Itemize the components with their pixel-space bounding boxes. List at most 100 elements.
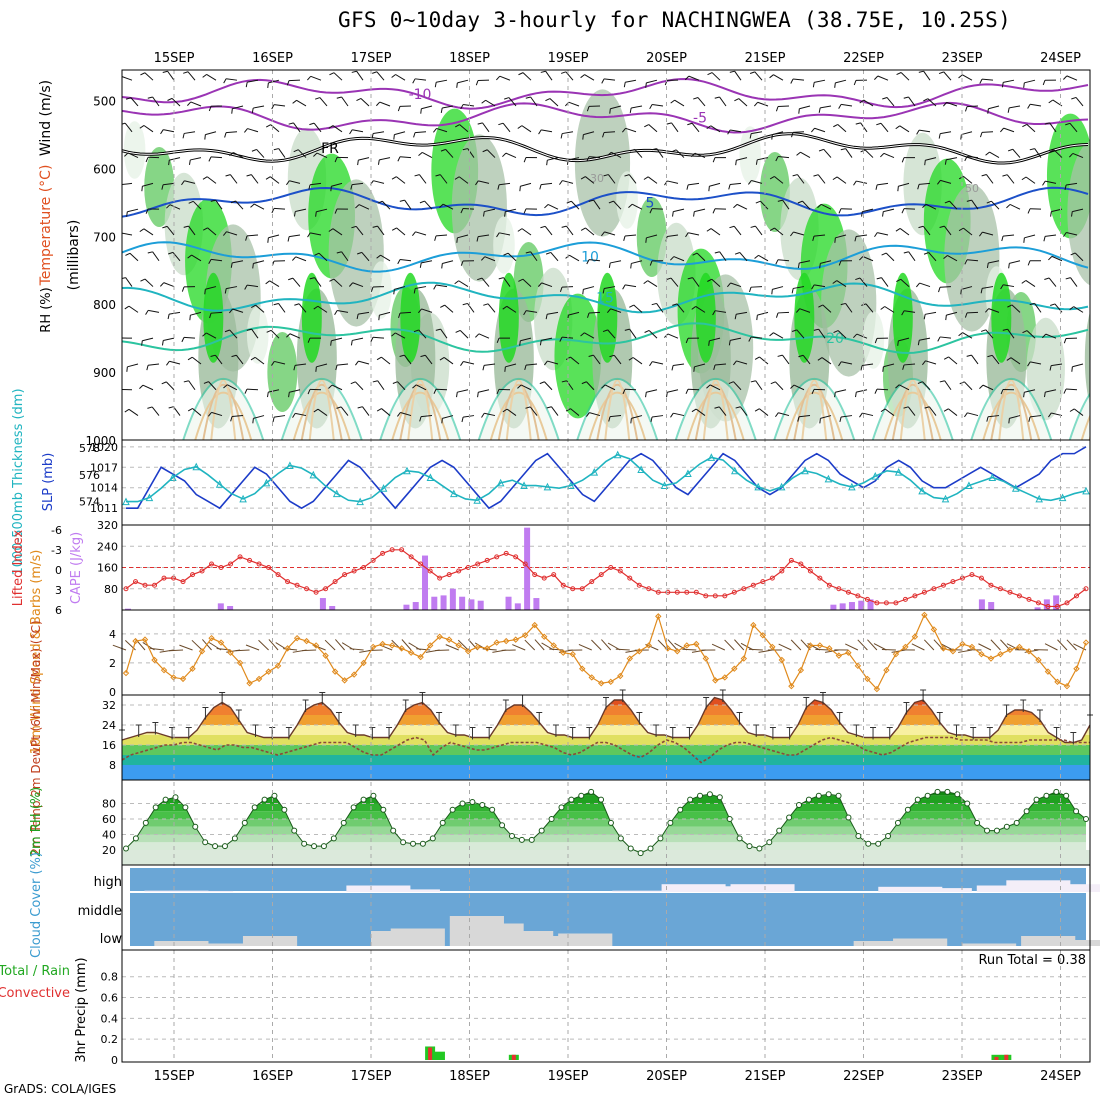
wind-barb [1012, 148, 1021, 158]
wind-barb-flag [356, 97, 362, 102]
wind-barb-flag [923, 314, 926, 320]
rh-marker [627, 845, 634, 852]
wind-barb [1075, 97, 1084, 107]
wind-barb [961, 131, 973, 136]
cape-bar [978, 599, 985, 610]
rh-marker [469, 798, 476, 805]
surface-wind-barb [245, 644, 260, 651]
wind-barb-flag [141, 186, 143, 192]
li-marker [494, 554, 500, 560]
wind-barb [206, 73, 217, 81]
wind-barb-flag [942, 102, 947, 107]
li-marker [427, 568, 433, 574]
wind-barb-flag [876, 122, 882, 126]
wind-barb-flag [441, 263, 443, 269]
wind-barb [943, 71, 952, 81]
wind-barb [462, 208, 475, 210]
wind-barb-flag [651, 302, 657, 306]
wind-barb [251, 328, 259, 339]
wind-barb-flag [273, 302, 279, 306]
slp-tick-label: 1020 [90, 441, 118, 454]
wind-speed-marker [788, 682, 795, 690]
wind-speed-marker [607, 678, 614, 686]
wind-barb [566, 225, 574, 236]
wind-barb [522, 278, 532, 287]
thickness-marker [426, 473, 435, 481]
li-tick-label: 0 [55, 564, 62, 577]
wind-barb-flag [292, 99, 297, 104]
wind-barb [667, 234, 679, 238]
wind-barb-flag [246, 174, 252, 177]
wind-barb-flag [124, 152, 129, 157]
wind-barb [443, 357, 454, 365]
wind-barb-flag [267, 392, 269, 398]
wind-barb [738, 98, 748, 107]
wind-barb [966, 259, 979, 262]
day-gridlines [173, 70, 1061, 1062]
temp-contour-20 [970, 378, 1053, 440]
cape-bar [403, 604, 410, 610]
wind-barb-flag [251, 107, 254, 114]
wind-barb-flag [139, 384, 144, 390]
wind-barb [395, 74, 406, 81]
wind-barb-flag [756, 315, 758, 321]
wind-barb [544, 226, 553, 236]
wind-barb-flag [399, 354, 405, 357]
wind-barb [856, 234, 868, 237]
wind-barb [424, 354, 433, 365]
wind-barb-flag [523, 310, 527, 316]
wind-barb [758, 254, 769, 262]
li-marker [380, 550, 386, 556]
wind-barb [593, 354, 601, 365]
wind-barb-flag [230, 262, 233, 268]
wind-barb [754, 71, 763, 81]
surface-wind-barb [1006, 643, 1020, 651]
wind-speed-marker [160, 666, 168, 674]
wind-barb-flag [918, 225, 924, 229]
wind-barb [718, 406, 727, 416]
surface-wind-barb [578, 643, 592, 651]
cape-bar [505, 596, 512, 610]
wind-barb-flag [880, 306, 885, 310]
wind-barb-flag [838, 208, 842, 214]
wind-barb [604, 384, 616, 391]
thickness-marker [262, 478, 271, 487]
wind-barb [876, 388, 889, 391]
wind-barb [586, 381, 595, 391]
wind-barb-flag [329, 278, 335, 282]
top-date-label: 19SEP [548, 51, 589, 66]
rh-marker [320, 843, 327, 850]
wind-barb [503, 277, 511, 287]
wind-barb [962, 74, 973, 81]
wind-barb [1049, 122, 1057, 133]
precip-axis-label: 3hr Precip (mm) [74, 957, 89, 1062]
wind-barb-flag [986, 416, 989, 422]
wind-barb-flag [706, 228, 712, 232]
wind-barb [499, 232, 511, 236]
wind-barb [562, 131, 574, 135]
wind-speed-marker [531, 621, 538, 629]
chart-title: GFS 0~10day 3-hourly for NACHINGWEA (38.… [338, 8, 1012, 32]
wind-barb [613, 200, 622, 210]
rh-marker [697, 792, 704, 799]
wind-barb-flag [1002, 174, 1008, 177]
high-cloud-bar [346, 885, 411, 892]
wind-barb-flag [1022, 330, 1028, 334]
wind-barb [341, 96, 349, 107]
wind-barb-flag [351, 225, 357, 229]
wind-barb-flag [897, 340, 899, 346]
li-tick-label: 3 [55, 584, 62, 597]
credit-text: GrADS: COLA/IGES [4, 1082, 117, 1096]
convective-precip-bar [994, 1056, 999, 1060]
wind-barb [399, 156, 412, 159]
wind-barb-flag [204, 134, 206, 140]
wind-barb-flag [964, 106, 968, 112]
wind-barb [458, 176, 469, 184]
wind-barb-flag [265, 280, 270, 285]
wind-barb-flag [1063, 388, 1067, 394]
rh-marker [538, 827, 545, 834]
wind-barb [593, 199, 601, 210]
wind-barb-flag [314, 252, 320, 256]
wind-barb [755, 380, 763, 391]
wind-barb [845, 148, 853, 158]
